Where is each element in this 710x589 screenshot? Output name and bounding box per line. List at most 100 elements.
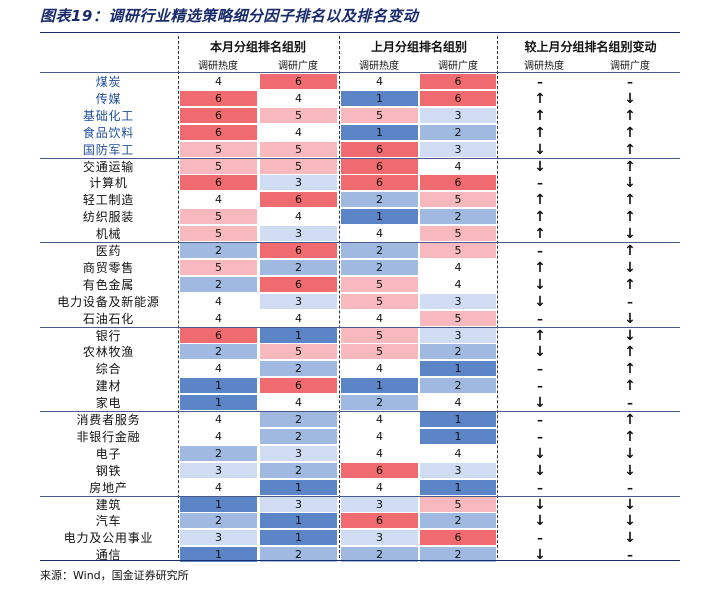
current-breadth-cell: 3 [260, 496, 337, 512]
industry-name: 电力设备及新能源 [57, 294, 160, 309]
change-breadth-indicator: ↑ [624, 158, 636, 175]
current-breadth-cell: 6 [260, 243, 337, 258]
last-heat-cell: 4 [341, 445, 418, 461]
last-breadth-cell: 6 [420, 175, 496, 191]
last-heat-cell: 5 [341, 293, 418, 309]
current-breadth-cell: 4 [260, 310, 337, 326]
last-heat-cell: 3 [341, 496, 418, 512]
table-row: 建材 1 6 1 2– ↑ [0, 378, 710, 394]
last-heat-cell: 4 [341, 361, 418, 377]
current-heat-cell: 4 [180, 310, 257, 326]
last-heat-cell: 4 [341, 479, 418, 495]
subheader-change-heat: 调研热度 [524, 61, 564, 72]
industry-name: 医药 [95, 244, 122, 258]
current-breadth-cell: 3 [260, 175, 337, 191]
change-breadth-indicator: – [627, 480, 633, 495]
current-breadth-cell: 1 [260, 479, 337, 495]
current-heat-cell: 1 [180, 378, 257, 394]
change-breadth-indicator: ↑ [624, 344, 636, 361]
last-heat-cell: 5 [341, 327, 418, 343]
table-row: 家电 1 4 2 4 ↓ – [0, 395, 710, 411]
last-heat-cell: 1 [341, 124, 418, 140]
column-divider [497, 36, 498, 558]
change-heat-indicator: ↓ [534, 445, 546, 462]
change-breadth-indicator: ↓ [624, 327, 636, 344]
table-row: 计算机 6 3 6 6– ↓ [0, 175, 710, 191]
change-heat-indicator: ↑ [534, 90, 546, 107]
change-heat-indicator: – [537, 75, 543, 89]
industry-name: 银行 [95, 328, 122, 343]
industry-name: 轻工制造 [82, 193, 135, 208]
last-breadth-cell: 1 [420, 428, 496, 444]
change-heat-indicator: ↑ [534, 209, 546, 226]
table-row: 汽车 2 1 6 2 ↓ ↓ [0, 513, 710, 529]
title-rule [40, 32, 680, 33]
last-breadth-cell: 1 [420, 479, 496, 495]
change-heat-indicator: ↓ [534, 496, 546, 513]
subheader-current-breadth: 调研广度 [278, 61, 318, 72]
change-breadth-indicator: – [627, 548, 633, 563]
last-heat-cell: 4 [341, 226, 418, 242]
current-heat-cell: 1 [180, 547, 257, 563]
change-breadth-indicator: ↓ [624, 259, 636, 276]
current-breadth-cell: 6 [260, 192, 337, 208]
change-breadth-indicator: ↑ [624, 192, 636, 209]
change-breadth-indicator: ↓ [624, 175, 636, 192]
last-breadth-cell: 5 [420, 192, 496, 208]
table-row: 钢铁 3 2 6 3 ↓ ↓ [0, 462, 710, 479]
table-row: 银行 6 1 5 3 ↑ ↓ [0, 327, 710, 344]
change-breadth-indicator: ↑ [624, 276, 636, 293]
current-heat-cell: 6 [180, 90, 257, 106]
table-row: 房地产 4 1 4 1– – [0, 479, 710, 496]
current-heat-cell: 6 [180, 124, 257, 140]
change-breadth-indicator: ↑ [624, 378, 636, 395]
last-heat-cell: 2 [341, 259, 418, 275]
industry-name: 电子 [95, 446, 122, 461]
last-breadth-cell: 1 [420, 361, 496, 377]
industry-name: 通信 [95, 548, 122, 563]
header-change-group: 较上月分组排名组别变动 [524, 40, 657, 54]
change-breadth-indicator: ↑ [624, 412, 636, 428]
last-breadth-cell: 2 [420, 513, 496, 529]
table-row: 机械 5 3 4 5 ↑ ↓ [0, 226, 710, 242]
last-heat-cell: 1 [341, 209, 418, 225]
last-breadth-cell: 3 [420, 462, 496, 478]
current-breadth-cell: 5 [260, 107, 337, 123]
change-heat-indicator: – [537, 311, 543, 326]
current-breadth-cell: 1 [260, 327, 337, 343]
last-breadth-cell: 6 [420, 90, 496, 106]
industry-name: 建材 [95, 379, 122, 394]
table-row: 有色金属 2 6 5 4 ↓ ↑ [0, 276, 710, 293]
current-heat-cell: 4 [180, 293, 257, 309]
current-heat-cell: 2 [180, 276, 257, 292]
last-breadth-cell: 4 [420, 395, 496, 411]
current-heat-cell: 5 [180, 209, 257, 225]
last-breadth-cell: 5 [420, 310, 496, 326]
industry-name: 有色金属 [82, 277, 135, 292]
change-breadth-indicator: ↓ [624, 496, 636, 513]
table-row: 煤炭 4 6 4 6– – [0, 74, 710, 90]
change-heat-indicator: ↓ [534, 547, 546, 564]
last-breadth-cell: 2 [420, 344, 496, 360]
last-heat-cell: 5 [341, 344, 418, 360]
table-row: 交通运输 5 5 6 4 ↓ ↑ [0, 158, 710, 175]
change-heat-indicator: – [537, 429, 543, 444]
current-breadth-cell: 3 [260, 226, 337, 242]
current-breadth-cell: 2 [260, 361, 337, 377]
current-breadth-cell: 1 [260, 530, 337, 546]
change-breadth-indicator: – [627, 75, 633, 89]
table-row: 石油石化 4 4 4 5– ↓ [0, 310, 710, 327]
change-heat-indicator: – [537, 531, 543, 546]
table-title: 图表19：调研行业精选策略细分因子排名以及排名变动 [40, 7, 419, 25]
change-breadth-indicator: ↑ [624, 428, 636, 445]
group-separator [40, 157, 680, 159]
change-heat-indicator: ↓ [534, 158, 546, 175]
last-breadth-cell: 4 [420, 158, 496, 174]
current-breadth-cell: 2 [260, 412, 337, 427]
change-heat-indicator: ↑ [534, 226, 546, 243]
industry-name: 汽车 [95, 514, 122, 529]
change-breadth-indicator: ↓ [624, 462, 636, 479]
group-separator [40, 326, 680, 328]
current-heat-cell: 1 [180, 395, 257, 411]
change-breadth-indicator: ↓ [624, 226, 636, 243]
